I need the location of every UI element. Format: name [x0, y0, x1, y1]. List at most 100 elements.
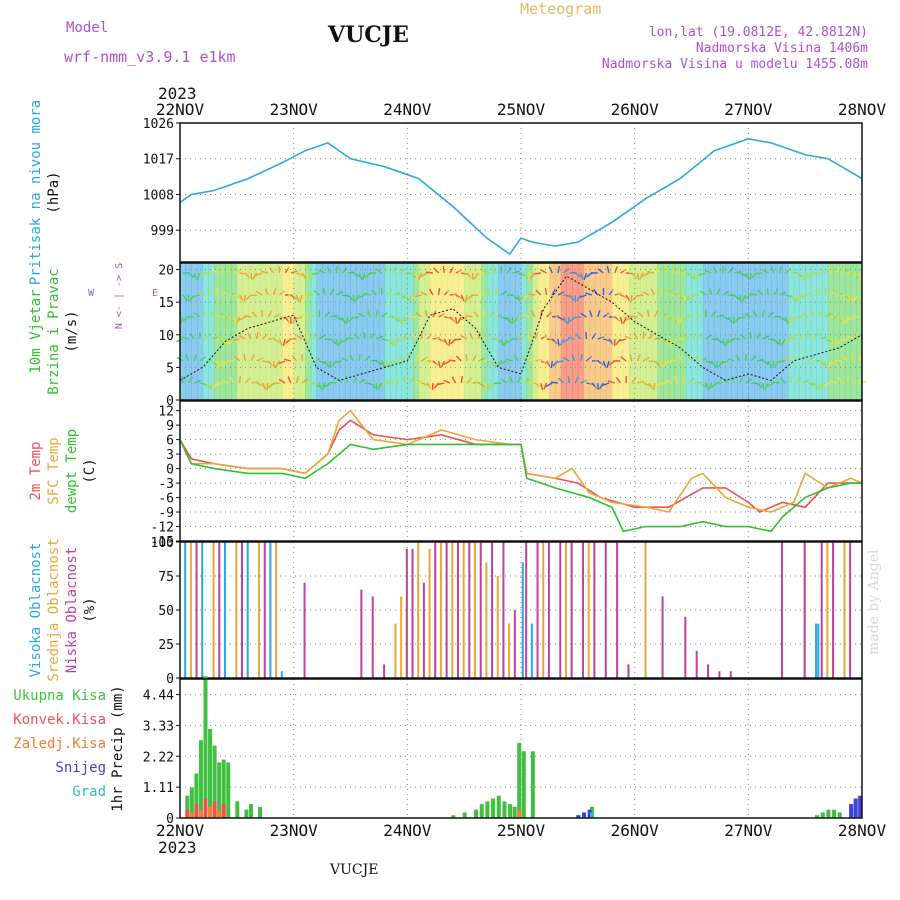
wind-arrow [739, 294, 742, 303]
y-tick-label: 5 [166, 361, 174, 376]
wind-arrow [181, 375, 184, 384]
wind-arrow [757, 289, 764, 296]
bar-zaledj-kisa [189, 812, 194, 818]
wind-arrow [639, 272, 644, 280]
wind-speed-band [469, 263, 477, 400]
wind-speed-band [384, 263, 391, 400]
wind-speed-band [486, 263, 494, 400]
wind-speed-band [844, 263, 852, 400]
wind-speed-band [600, 263, 607, 400]
wind-arrow [712, 266, 718, 274]
panel-frame [179, 400, 863, 542]
bar-snijeg [576, 815, 581, 818]
wind-arrow [738, 316, 746, 320]
year-top: 2023 [158, 84, 197, 103]
x-tick-label-top: 25NOV [497, 100, 546, 119]
wind-arrow [189, 294, 195, 302]
wind-arrow [630, 294, 633, 303]
wind-speed-band [674, 263, 681, 400]
wind-arrow [528, 293, 536, 296]
wind-arrow [296, 334, 303, 340]
bar-srednja-oblacnost [485, 562, 488, 678]
wind-speed-band [776, 263, 783, 400]
wind-arrow [260, 309, 264, 318]
wind-arrow [614, 266, 619, 274]
wind-speed-band [231, 263, 238, 400]
bar-ukupna-kisa [226, 762, 231, 818]
wind-arrow [708, 288, 713, 296]
wind-arrow [393, 377, 400, 384]
wind-speed-band [333, 263, 340, 400]
wind-arrow [711, 382, 718, 388]
wind-arrow [418, 272, 423, 280]
wind-speed-band [748, 263, 755, 400]
wind-speed-band [538, 263, 545, 400]
wind-arrow [801, 272, 806, 280]
wind-arrow [562, 338, 570, 343]
wind-speed-band [646, 263, 653, 400]
wind-arrow [282, 338, 286, 346]
bar-srednja-oblacnost [258, 542, 261, 678]
wind-arrow [599, 382, 604, 390]
wind-arrow [351, 316, 360, 319]
bar-ukupna-kisa [491, 798, 496, 818]
model-name: wrf-nmm_v3.9.1 e1km [64, 48, 236, 66]
wind-speed-band [805, 263, 812, 400]
wind-arrow [784, 338, 792, 343]
wind-arrow [455, 355, 462, 362]
wind-arrow [425, 271, 434, 274]
wind-arrow [398, 356, 405, 362]
wind-arrow [732, 316, 735, 325]
wind-arrow [384, 266, 389, 274]
wind-arrow [662, 360, 667, 368]
wind-arrow [443, 360, 451, 366]
panel-frame [179, 262, 863, 401]
wind-arrow [354, 294, 360, 302]
wind-arrow [704, 269, 712, 274]
wind-arrow [761, 309, 765, 318]
axis-label: 1hr Precip (mm) [110, 685, 126, 811]
wind-arrow [583, 272, 588, 280]
wind-arrow [830, 360, 837, 366]
panel-frame [179, 678, 863, 819]
wind-arrow [567, 336, 576, 340]
wind-arrow [844, 316, 849, 324]
bar-niska-oblacnost [434, 542, 437, 678]
wind-speed-band [322, 263, 329, 400]
wind-arrow [367, 310, 372, 318]
wind-arrow [517, 376, 521, 384]
wind-arrow [318, 269, 326, 274]
bar-niska-oblacnost [536, 542, 539, 678]
wind-arrow [449, 266, 454, 274]
bar-visoka-oblacnost [530, 623, 533, 678]
wind-speed-band [373, 263, 380, 400]
wind-speed-band [827, 263, 835, 400]
wind-arrow [858, 272, 861, 281]
wind-speed-band [447, 263, 454, 400]
bar-niska-oblacnost [383, 664, 386, 678]
bar-ukupna-kisa [194, 773, 199, 818]
wind-arrow [371, 289, 377, 296]
bar-srednja-oblacnost [428, 548, 431, 678]
series-line-p1 [179, 275, 863, 381]
bar-srednja-oblacnost [474, 542, 477, 678]
wind-arrow [847, 294, 852, 302]
bar-ukupna-kisa [185, 795, 190, 818]
wind-arrow [637, 311, 644, 318]
wind-arrow [789, 336, 797, 340]
wind-arrow [375, 310, 379, 318]
bar-visoka-oblacnost [223, 542, 226, 678]
x-tick-label-bottom: 23NOV [270, 821, 319, 840]
wind-arrow [841, 316, 845, 324]
wind-arrow [513, 354, 519, 362]
wind-arrow [562, 357, 570, 362]
wind-speed-band [788, 263, 795, 400]
wind-arrow [457, 316, 462, 324]
wind-arrow [559, 338, 565, 346]
wind-speed-band [634, 263, 641, 400]
wind-arrow [448, 359, 456, 362]
wind-arrow [705, 382, 709, 390]
wind-arrow [202, 310, 207, 318]
wind-speed-band [367, 263, 374, 400]
wind-speed-band [566, 263, 573, 400]
